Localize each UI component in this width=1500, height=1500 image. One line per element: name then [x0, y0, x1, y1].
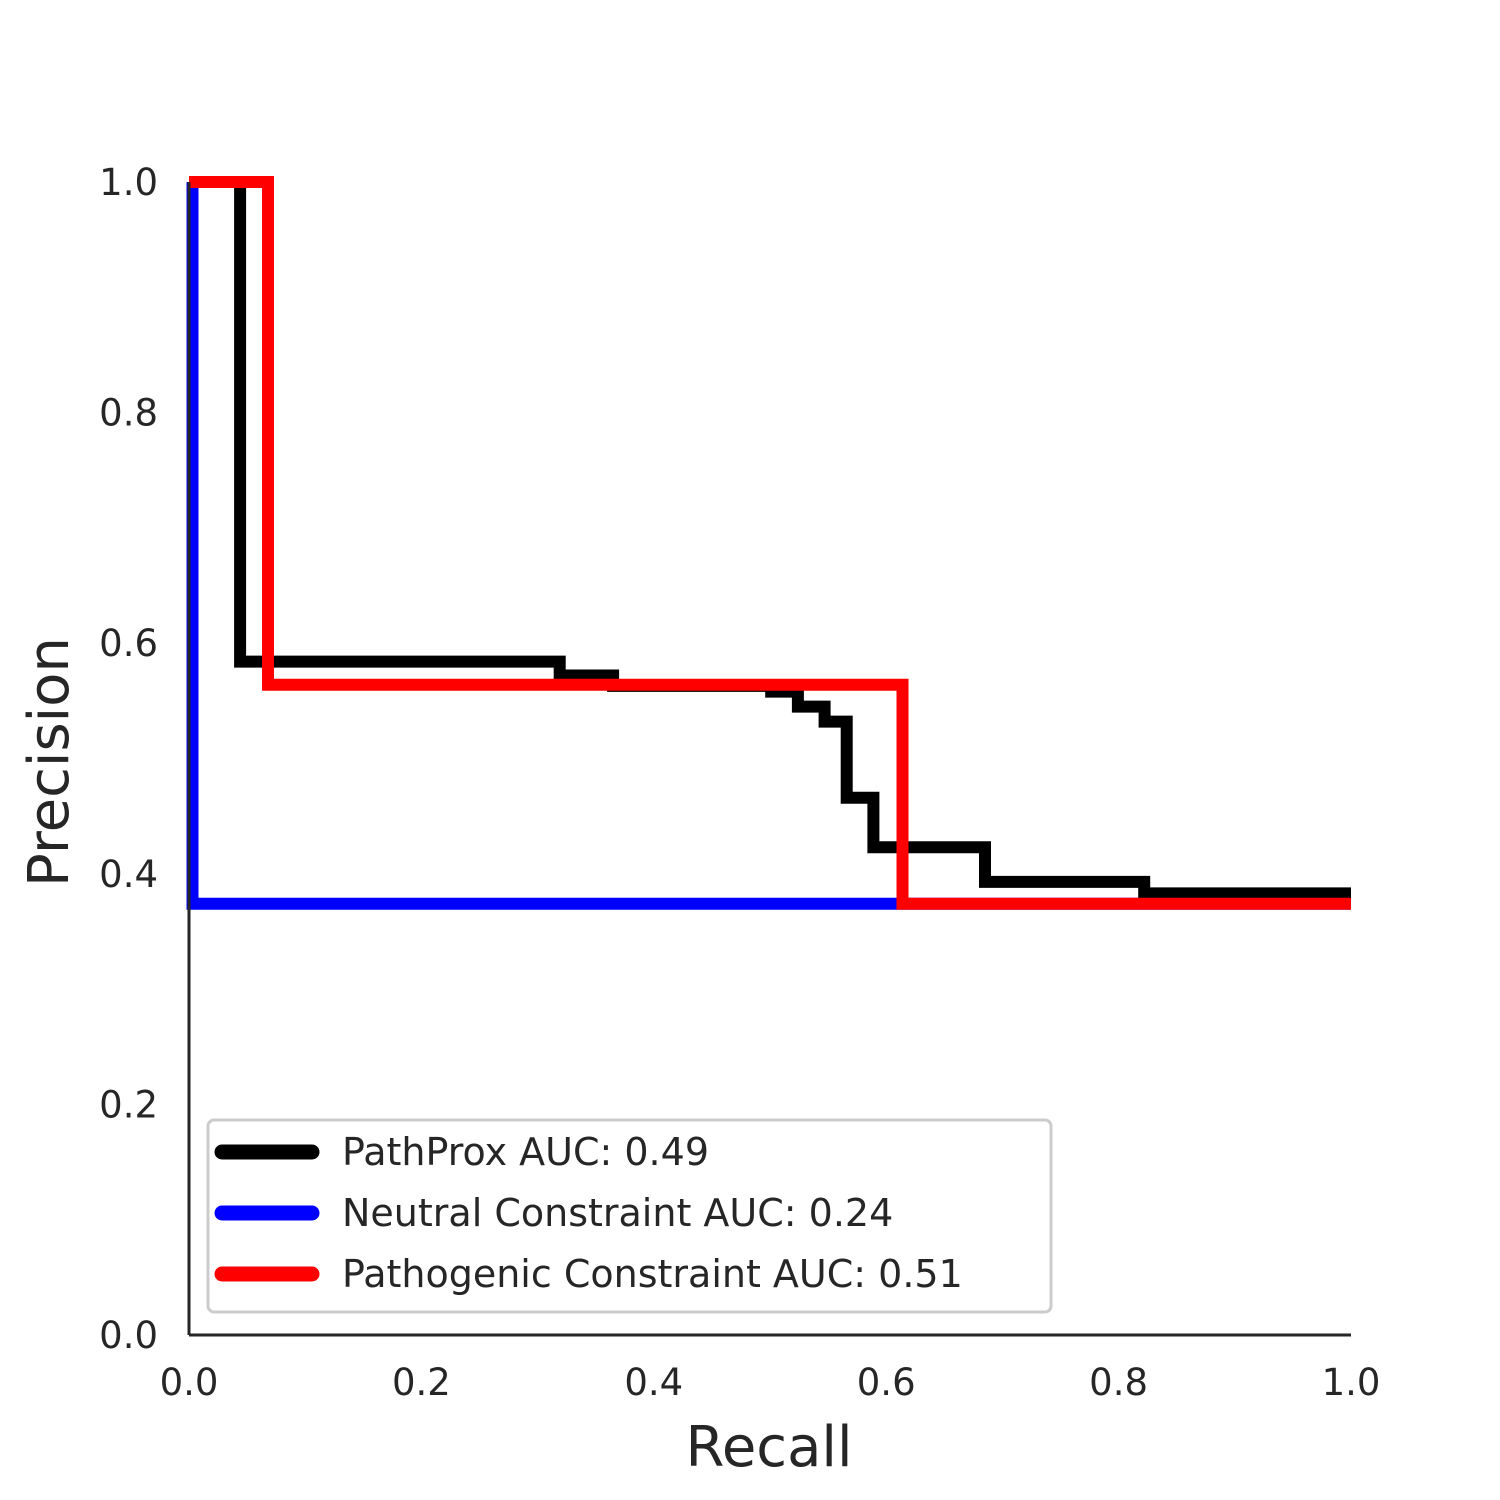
y-tick-label: 0.2 — [99, 1083, 158, 1126]
plot-curves — [189, 182, 1351, 904]
legend-label-0: PathProx AUC: 0.49 — [342, 1130, 709, 1174]
x-tick-label: 0.8 — [1089, 1361, 1148, 1404]
y-axis-label: Precision — [17, 637, 82, 887]
y-tick-label: 1.0 — [99, 161, 158, 204]
x-tick-label: 0.4 — [624, 1361, 683, 1404]
legend-label-2: Pathogenic Constraint AUC: 0.51 — [342, 1252, 963, 1296]
x-axis-label: Recall — [685, 1415, 852, 1480]
series-line-1 — [193, 182, 1352, 904]
x-tick-label: 1.0 — [1322, 1361, 1381, 1404]
x-tick-label: 0.0 — [160, 1361, 219, 1404]
series-line-0 — [240, 182, 1351, 893]
y-tick-label: 0.8 — [99, 392, 158, 435]
y-tick-label: 0.0 — [99, 1314, 158, 1357]
y-tick-label: 0.4 — [99, 853, 158, 896]
legend: PathProx AUC: 0.49 Neutral Constraint AUC… — [208, 1120, 1051, 1312]
x-tick-label: 0.2 — [392, 1361, 451, 1404]
series-line-2 — [189, 182, 1351, 904]
x-tick-label: 0.6 — [857, 1361, 916, 1404]
legend-label-1: Neutral Constraint AUC: 0.24 — [342, 1191, 893, 1235]
y-tick-label: 0.6 — [99, 622, 158, 665]
